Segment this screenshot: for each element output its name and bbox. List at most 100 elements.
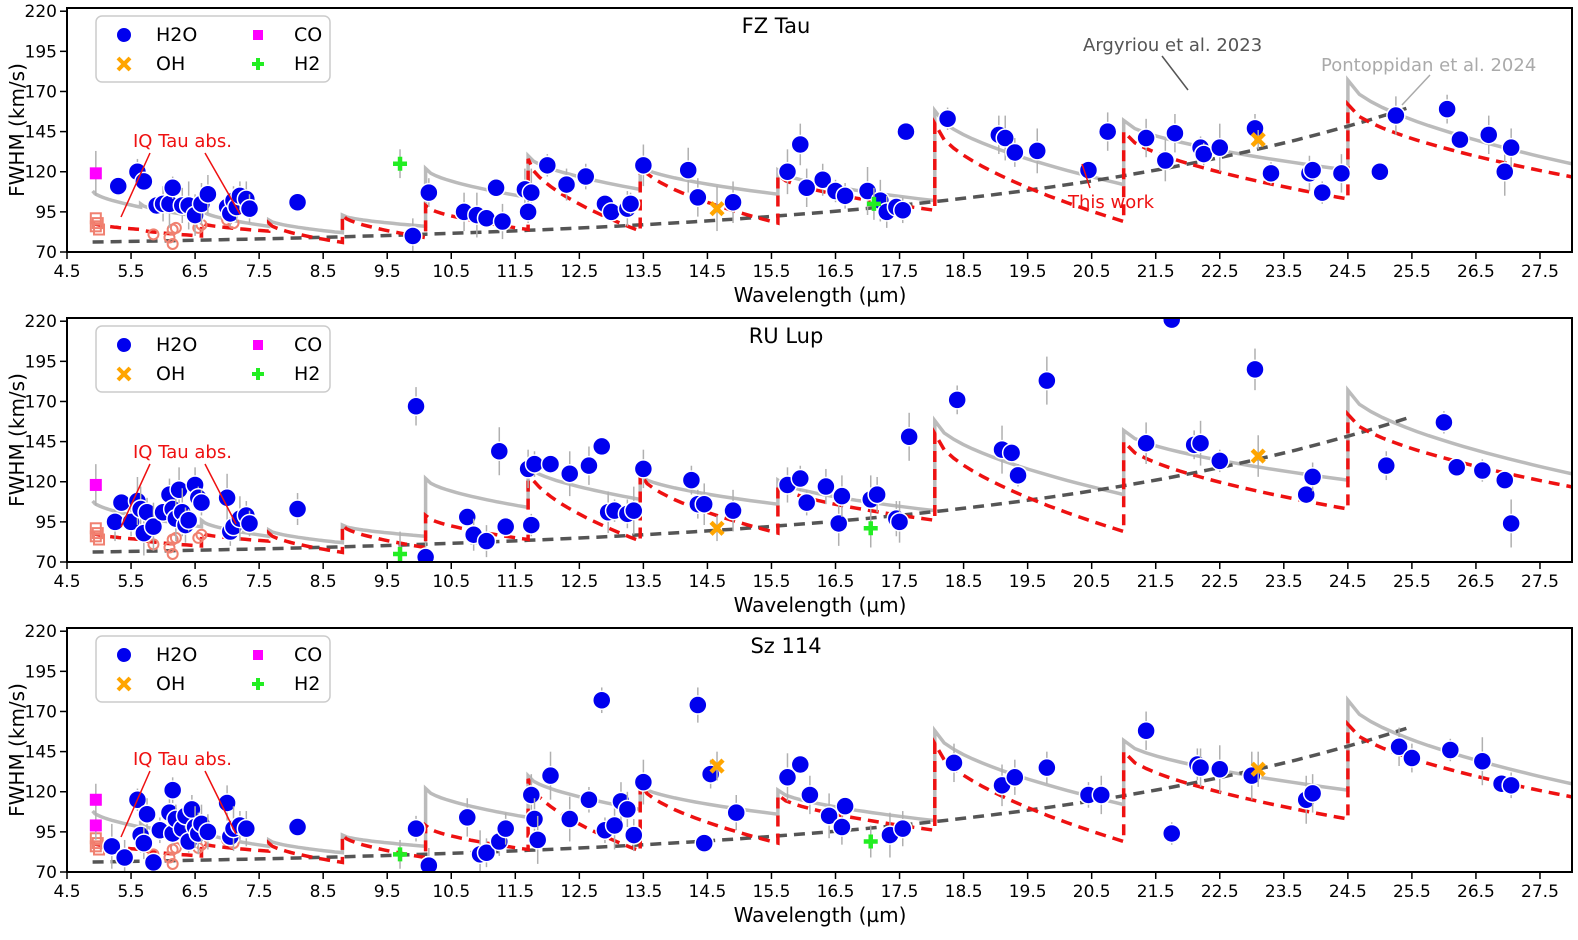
h2o-point (790, 754, 811, 775)
legend-h2o-label: H2O (156, 644, 197, 666)
h2o-point (896, 121, 916, 142)
iq-tau-marker (166, 547, 179, 560)
h2o-point (1008, 465, 1028, 486)
iq-tau-marker (166, 533, 179, 546)
h2o-point (777, 767, 798, 788)
x-tick-label: 4.5 (53, 262, 80, 282)
h2o-point (1037, 370, 1057, 391)
h2o-point (678, 160, 698, 180)
legend-co-marker (253, 30, 263, 40)
x-tick-label: 22.5 (1201, 882, 1239, 902)
y-tick-label: 195 (25, 352, 57, 372)
h2-point (393, 847, 408, 862)
h2o-point (239, 513, 260, 534)
x-tick-label: 26.5 (1457, 572, 1495, 592)
iq-tau-marker (147, 228, 160, 241)
h2o-point (899, 427, 919, 447)
x-tick-label: 24.5 (1329, 882, 1367, 902)
x-tick-label: 24.5 (1329, 262, 1367, 282)
y-tick-label: 95 (35, 203, 57, 223)
h2o-point (1210, 137, 1230, 158)
h2o-point (162, 178, 183, 198)
h2o-point (287, 817, 308, 837)
h2o-point (102, 836, 122, 857)
h2o-point (790, 468, 811, 489)
panel-title: Sz 114 (750, 634, 821, 658)
h2o-point (495, 516, 516, 537)
h2o-point (1302, 467, 1323, 487)
h2o-point (169, 480, 189, 500)
oh-point (709, 758, 725, 774)
h2o-point (1210, 451, 1230, 471)
legend-h2-label: H2 (294, 673, 320, 695)
h2o-point (1450, 129, 1470, 150)
h2o-point (191, 492, 212, 513)
this-work-curve (91, 99, 1572, 245)
oh-point (1250, 132, 1266, 148)
y-tick-label: 145 (25, 123, 57, 143)
h2o-point (415, 547, 436, 562)
y-tick-label: 70 (35, 553, 57, 573)
h2o-point (559, 463, 580, 484)
y-tick-label: 170 (25, 392, 57, 412)
h2o-point (486, 178, 506, 198)
h2o-point (1472, 460, 1493, 481)
h2o-point (1155, 150, 1176, 171)
h2o-point (1037, 757, 1057, 778)
x-tick-label: 27.5 (1521, 262, 1559, 282)
h2o-point (476, 842, 497, 863)
iq-tau-marker (166, 223, 179, 236)
y-axis-label: FWHM (km/s) (5, 683, 29, 817)
h2o-point (1446, 457, 1467, 478)
x-tick-label: 26.5 (1457, 882, 1495, 902)
h2o-point (944, 753, 964, 773)
legend-h2o-marker (117, 28, 131, 42)
x-tick-label: 14.5 (688, 262, 726, 282)
h2o-point (937, 109, 958, 129)
iq-tau-marker (89, 840, 102, 853)
legend: H2O OH CO H2 (95, 15, 331, 83)
h2o-point (575, 166, 596, 187)
x-axis-label: Wavelength (µm) (734, 283, 907, 307)
oh-point (709, 520, 725, 536)
h2o-point (537, 155, 558, 176)
oh-point (1250, 448, 1266, 464)
h2o-point (1165, 123, 1185, 143)
x-tick-label: 7.5 (246, 882, 273, 902)
x-tick-label: 20.5 (1073, 882, 1111, 902)
h2o-point (1440, 740, 1461, 760)
h2o-point (1331, 163, 1352, 184)
h2o-point (1434, 412, 1454, 433)
legend-h2o-label: H2O (156, 334, 197, 356)
oh-point (709, 201, 725, 217)
y-axis-label: FWHM (km/s) (5, 373, 29, 507)
legend-co-label: CO (294, 644, 322, 666)
h2o-point (694, 494, 714, 514)
h2o-point (198, 822, 218, 842)
y-tick-label: 120 (25, 163, 57, 183)
legend-co-label: CO (294, 24, 322, 46)
x-tick-label: 16.5 (817, 262, 855, 282)
y-tick-label: 95 (35, 823, 57, 843)
iq-tau-marker (89, 530, 102, 543)
h2o-point (419, 182, 439, 203)
tick-layer: 4.5 5.5 6.5 7.5 8.5 9.5 10.5 11.5 12.5 13.5 14.5 15… (25, 2, 1559, 282)
legend-oh-marker (116, 676, 132, 692)
iq-tau-label: IQ Tau abs. (133, 749, 232, 770)
y-tick-label: 195 (25, 42, 57, 62)
y-tick-label: 120 (25, 473, 57, 493)
h2-point (393, 156, 408, 171)
x-tick-label: 25.5 (1393, 882, 1431, 902)
h2o-point (1005, 142, 1025, 163)
h2o-point (1495, 161, 1515, 182)
legend-box (95, 15, 331, 83)
h2o-point (617, 799, 638, 820)
h2o-point (236, 818, 257, 839)
h2o-point (114, 847, 135, 868)
h2o-point (457, 807, 478, 828)
h2o-point (832, 486, 852, 506)
h2o-point (835, 796, 855, 816)
x-tick-label: 12.5 (560, 262, 598, 282)
h2o-point (893, 200, 913, 221)
